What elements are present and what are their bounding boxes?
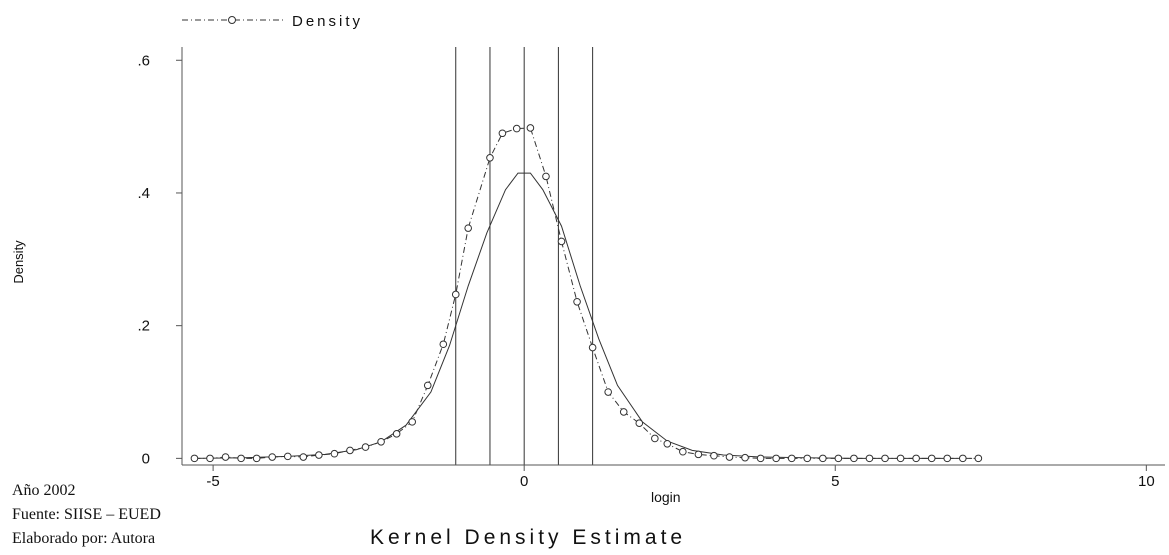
density-point-marker <box>741 453 749 462</box>
density-point-marker <box>651 434 659 443</box>
density-point-marker <box>725 453 734 461</box>
series-layer <box>194 127 979 459</box>
density-point-marker <box>526 124 535 132</box>
density-point-marker <box>190 454 199 463</box>
density-point-marker <box>756 454 765 463</box>
legend: Density <box>182 13 363 30</box>
density-point-marker <box>772 454 780 463</box>
density-point-marker <box>865 454 874 463</box>
y-tick-label: .2 <box>137 318 150 335</box>
density-point-marker <box>943 454 952 463</box>
density-point-marker <box>237 454 245 463</box>
x-axis-label: login <box>651 489 681 505</box>
density-point-marker <box>959 454 967 463</box>
density-point-marker <box>787 454 796 463</box>
note-source: Fuente: SIISE – EUED <box>12 506 161 523</box>
density-point-marker <box>694 450 703 459</box>
density-point-marker <box>974 454 983 463</box>
density-point-marker <box>346 446 354 455</box>
density-point-marker <box>330 449 339 458</box>
density-point-marker <box>268 453 277 461</box>
density-point-marker <box>252 454 261 463</box>
density-point-marker <box>710 451 718 460</box>
y-tick-label: .4 <box>137 185 150 202</box>
density-point-marker <box>206 454 214 463</box>
density-point-marker <box>423 381 432 390</box>
note-year: Año 2002 <box>12 482 76 499</box>
tick-layer: 0 .2 .4 .6 -5 0 5 10 <box>137 52 1154 490</box>
y-tick-label: 0 <box>142 450 150 467</box>
density-point-marker <box>542 172 550 181</box>
marker-layer <box>190 124 983 463</box>
density-point-marker <box>803 454 812 463</box>
x-tick-label: 5 <box>831 473 839 490</box>
density-point-marker <box>283 452 292 461</box>
x-tick-label: 0 <box>520 473 528 490</box>
y-tick-label: .6 <box>137 52 150 69</box>
density-point-marker <box>635 419 644 428</box>
density-point-marker <box>408 418 416 426</box>
density-point-marker <box>927 454 936 463</box>
density-point-marker <box>512 124 521 133</box>
note-author: Elaborado por: Autora <box>12 530 156 547</box>
density-point-marker <box>834 454 843 463</box>
density-point-marker <box>663 439 672 448</box>
density-point-marker <box>299 453 308 461</box>
density-point-marker <box>486 154 494 162</box>
chart-title: Kernel Density Estimate <box>370 526 686 549</box>
density-point-marker <box>557 237 566 246</box>
density-point-marker <box>912 454 920 463</box>
x-tick-label: 10 <box>1138 473 1155 490</box>
density-point-marker <box>819 454 827 463</box>
legend-label: Density <box>292 13 363 30</box>
density-point-marker <box>221 453 230 461</box>
density-point-marker <box>588 343 597 352</box>
density-point-marker <box>439 340 448 349</box>
density-point-marker <box>377 437 385 446</box>
density-point-marker <box>604 388 612 396</box>
density-point-marker <box>451 290 460 299</box>
density-point-marker <box>392 430 401 438</box>
y-axis-label: Density <box>11 240 26 284</box>
density-point-marker <box>850 454 858 463</box>
density-point-marker <box>619 408 628 416</box>
density-point-marker <box>361 443 370 451</box>
density-point-marker <box>315 451 323 459</box>
legend-circle-marker <box>228 16 236 24</box>
vertical-line-layer <box>455 47 594 465</box>
density-point-marker <box>881 454 889 463</box>
density-series-line <box>194 127 979 459</box>
density-point-marker <box>498 129 507 138</box>
density-point-marker <box>896 454 905 463</box>
x-tick-label: -5 <box>206 473 219 490</box>
density-point-marker <box>464 224 472 232</box>
density-point-marker <box>573 297 581 306</box>
density-point-marker <box>679 447 687 456</box>
reference-density-line <box>194 172 973 459</box>
